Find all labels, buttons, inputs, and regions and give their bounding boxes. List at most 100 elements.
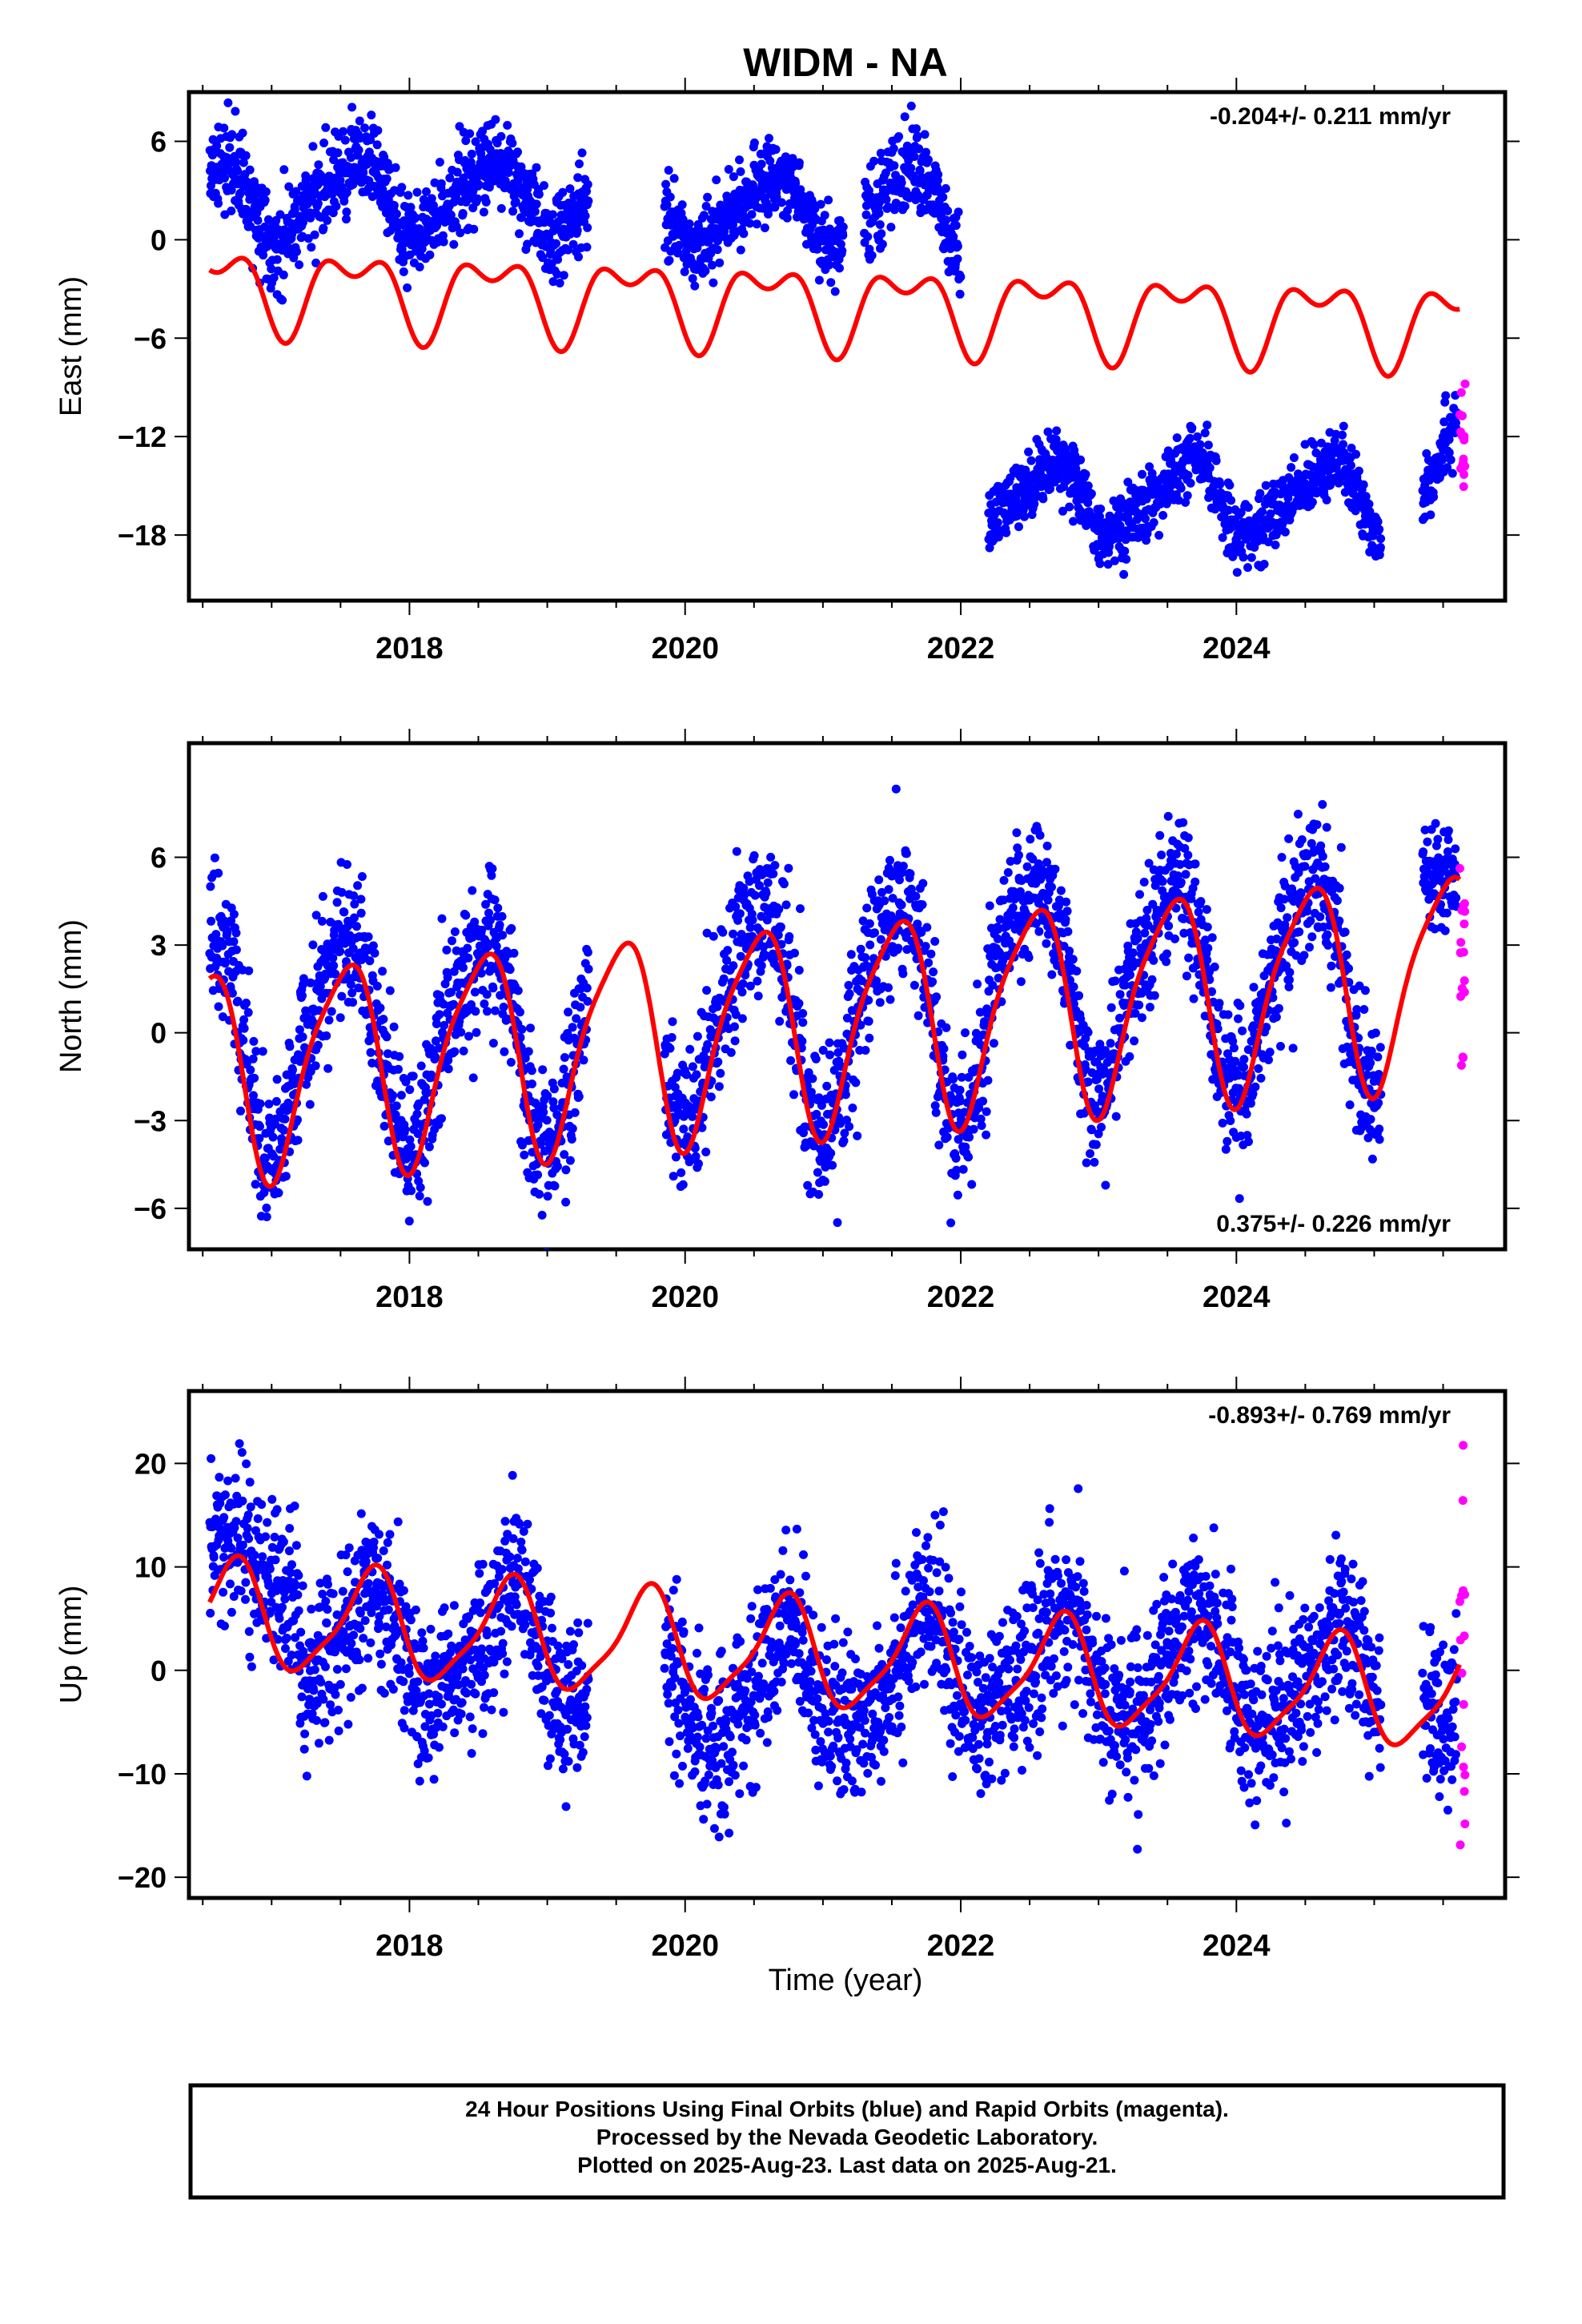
north-final-point <box>718 927 728 937</box>
north-final-point <box>951 1153 961 1163</box>
east-final-point <box>572 226 582 235</box>
north-final-point <box>549 1084 559 1094</box>
north-final-point <box>406 1142 416 1151</box>
east-final-point <box>1174 496 1183 505</box>
east-final-point <box>1002 528 1011 537</box>
east-final-point <box>729 172 738 182</box>
north-frame <box>187 741 1508 1252</box>
north-final-point <box>750 891 760 900</box>
east-final-point <box>548 210 557 219</box>
north-final-point <box>497 911 507 921</box>
north-final-point <box>423 1196 432 1206</box>
north-final-point <box>1144 858 1154 868</box>
north-final-point <box>957 1115 966 1124</box>
north-final-point <box>826 1148 836 1158</box>
north-final-point <box>1106 1039 1115 1048</box>
north-final-point <box>955 1085 965 1095</box>
north-final-point <box>335 1013 345 1023</box>
north-final-point <box>379 1121 389 1131</box>
north-y-axis-label: North (mm) <box>54 919 88 1073</box>
east-final-point <box>513 147 522 157</box>
north-final-point <box>491 1006 500 1015</box>
north-final-point <box>865 919 874 928</box>
north-final-point <box>839 1136 849 1145</box>
north-final-point <box>730 1036 740 1046</box>
north-final-point <box>379 1015 388 1024</box>
east-final-point <box>534 190 544 199</box>
north-final-point <box>543 1091 552 1100</box>
north-x-tick-label: 2018 <box>375 1281 444 1314</box>
north-final-point <box>993 934 1002 943</box>
north-final-point <box>528 1080 536 1088</box>
north-final-point <box>1223 1010 1233 1019</box>
east-final-point <box>582 187 591 196</box>
north-final-point <box>239 1035 248 1045</box>
north-final-point <box>370 948 379 958</box>
east-final-point <box>491 115 500 124</box>
north-final-point <box>982 1130 991 1140</box>
east-final-point <box>715 258 725 267</box>
east-final-point <box>515 229 524 239</box>
east-final-point <box>1261 480 1271 490</box>
north-final-point <box>1035 830 1045 840</box>
north-final-point <box>875 998 885 1007</box>
east-final-point <box>906 101 916 111</box>
east-final-point <box>366 135 375 145</box>
east-final-point <box>693 222 703 231</box>
north-final-point <box>942 1023 951 1032</box>
north-final-point <box>311 1061 320 1071</box>
north-final-point <box>464 953 473 963</box>
east-final-point <box>436 179 446 188</box>
north-y-tick-label: 6 <box>151 841 167 874</box>
north-final-point <box>526 1023 535 1033</box>
east-final-point <box>308 142 318 151</box>
east-final-point <box>360 123 369 133</box>
north-final-point <box>221 957 231 967</box>
north-final-point <box>1063 927 1073 936</box>
north-final-point <box>1110 976 1120 986</box>
north-final-point <box>1094 1084 1104 1094</box>
north-final-point <box>1203 955 1212 965</box>
east-final-point <box>307 243 316 252</box>
east-final-point <box>1069 517 1078 526</box>
north-final-point <box>332 898 342 907</box>
east-final-point <box>837 246 847 255</box>
east-final-point <box>1096 505 1106 513</box>
east-final-point <box>838 231 848 240</box>
north-final-point <box>953 1190 962 1200</box>
north-data-layer <box>205 784 1470 1249</box>
north-final-point <box>1066 1040 1075 1050</box>
north-final-point <box>983 1076 993 1085</box>
north-final-point <box>786 1055 796 1065</box>
north-final-point <box>1003 868 1013 877</box>
east-final-point <box>231 158 241 167</box>
north-final-point <box>749 850 759 860</box>
north-final-point <box>931 1108 941 1117</box>
north-final-point <box>227 988 237 998</box>
north-final-point <box>1065 947 1074 955</box>
north-final-point <box>295 1025 304 1035</box>
north-final-point <box>1179 928 1189 938</box>
north-final-point <box>911 891 921 901</box>
north-final-point <box>909 980 919 990</box>
east-final-point <box>1439 417 1449 427</box>
north-final-point <box>731 1010 741 1019</box>
north-final-point <box>845 1122 854 1132</box>
north-final-point <box>404 1216 414 1226</box>
north-final-point <box>553 1162 562 1171</box>
east-final-point <box>900 202 909 211</box>
north-final-point <box>1229 1043 1239 1053</box>
north-final-point <box>1207 933 1217 943</box>
east-final-point <box>1376 534 1386 544</box>
east-final-point <box>876 148 885 158</box>
north-final-point <box>1196 897 1206 907</box>
north-final-point <box>549 1104 559 1113</box>
east-final-point <box>279 165 289 175</box>
north-final-point <box>738 979 748 988</box>
east-x-tick-label: 2020 <box>651 632 719 665</box>
north-final-point <box>537 1210 547 1220</box>
north-final-point <box>1111 1112 1121 1121</box>
north-final-point <box>440 1020 449 1030</box>
north-final-point <box>1014 850 1023 860</box>
north-final-point <box>745 877 754 887</box>
